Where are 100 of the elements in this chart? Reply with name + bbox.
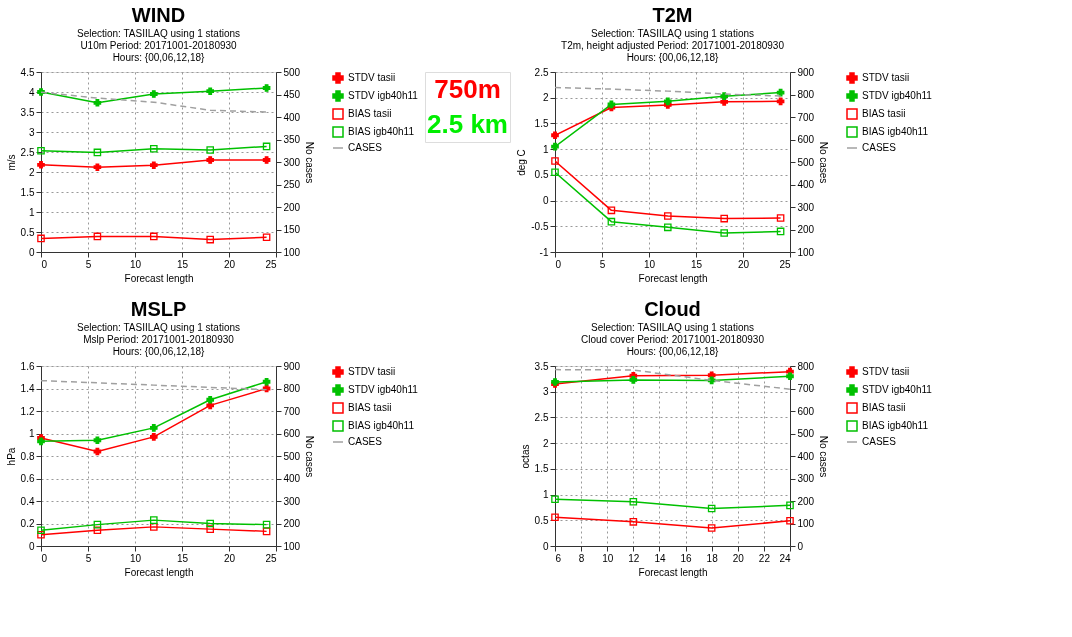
y-tick-label: 2.5 — [534, 66, 549, 78]
x-tick-label: 15 — [176, 258, 189, 270]
y2-tick-label: 700 — [797, 111, 815, 123]
x-tick-label: 15 — [690, 258, 703, 270]
legend-label: CASES — [348, 142, 383, 153]
legend-label: CASES — [862, 142, 897, 153]
legend-label: BIAS tasii — [862, 108, 906, 119]
y-axis-title: m/s — [5, 154, 17, 171]
y2-tick-label: 800 — [797, 360, 815, 372]
x-tick-label: 20 — [223, 552, 236, 564]
legend-label: STDV tasii — [862, 366, 910, 377]
y2-tick-label: 300 — [797, 201, 815, 213]
x-tick-label: 25 — [265, 258, 277, 270]
y-tick-label: 3 — [28, 126, 35, 138]
y-tick-label: 2 — [28, 166, 35, 178]
y-axis-title: octas — [519, 444, 531, 469]
legend-label: STDV igb40h11 — [348, 90, 419, 101]
y-axis-title: deg C — [516, 149, 528, 176]
x-axis-title: Forecast length — [124, 566, 194, 578]
y-tick-label: 0 — [28, 246, 35, 258]
x-tick-label: 20 — [223, 258, 236, 270]
legend-label: STDV tasii — [348, 366, 396, 377]
y2-tick-label: 700 — [797, 383, 815, 394]
y2-tick-label: 150 — [283, 224, 301, 235]
y2-tick-label: 900 — [797, 66, 815, 78]
x-axis-title: Forecast length — [638, 272, 708, 284]
x-tick-label: 5 — [599, 258, 606, 270]
y-tick-label: 3.5 — [534, 360, 549, 372]
text: 2.5 km — [427, 108, 508, 139]
legend-label: CASES — [348, 436, 383, 447]
y2-tick-label: 200 — [797, 495, 815, 507]
x-tick-label: 10 — [602, 552, 614, 564]
y2-tick-label: 100 — [797, 246, 815, 258]
text: 750m — [434, 73, 501, 104]
chart-subtitle: Selection: TASIILAQ using 1 stations Mslp Period: 20171001-20180930 Hours: {00,06,12,18} — [76, 322, 241, 357]
x-axis-title: Forecast length — [124, 272, 194, 284]
y2-tick-label: 250 — [283, 179, 301, 190]
y2-tick-label: 200 — [283, 518, 301, 529]
y-tick-label: 2 — [542, 437, 549, 449]
y-tick-label: 0.5 — [534, 514, 549, 526]
legend-label: STDV igb40h11 — [862, 90, 933, 101]
chart-subtitle: Selection: TASIILAQ using 1 stations Cloud cover Period: 20171001-20180930 Hours: {00,06,12,18} — [581, 322, 765, 357]
x-tick-label: 10 — [129, 258, 142, 270]
y2-axis-title: No cases — [304, 435, 316, 478]
x-tick-label: 16 — [680, 552, 693, 564]
y-tick-label: 0.8 — [20, 450, 35, 462]
y-tick-label: 3.5 — [20, 106, 35, 118]
chart-title: Cloud — [644, 298, 701, 320]
y-tick-label: 4.5 — [20, 66, 35, 78]
y-tick-label: 0.2 — [20, 518, 35, 529]
y-tick-label: -1 — [539, 246, 549, 258]
x-tick-label: 0 — [41, 552, 48, 564]
y-tick-label: 2.5 — [534, 411, 549, 423]
x-tick-label: 0 — [555, 258, 562, 270]
y-tick-label: 1 — [28, 206, 35, 218]
chart-subtitle: Selection: TASIILAQ using 1 stations U10m Period: 20171001-20180930 Hours: {00,06,12,18} — [76, 28, 241, 63]
y2-tick-label: 350 — [283, 134, 301, 145]
x-tick-label: 25 — [265, 552, 277, 564]
y-tick-label: 3 — [542, 386, 549, 398]
x-tick-label: 20 — [737, 258, 750, 270]
x-tick-label: 20 — [732, 552, 745, 564]
x-tick-label: 25 — [779, 258, 791, 270]
x-tick-label: 24 — [779, 552, 791, 564]
chart-title: T2M — [652, 4, 693, 26]
y2-axis-title: No cases — [818, 141, 830, 184]
y-tick-label: 4 — [28, 86, 35, 98]
y-tick-label: 0.6 — [20, 473, 35, 484]
y-tick-label: 0 — [542, 195, 549, 207]
y2-tick-label: 0 — [797, 540, 804, 552]
legend-label: STDV igb40h11 — [348, 384, 419, 395]
chart-subtitle: Selection: TASIILAQ using 1 stations T2m, height adjusted Period: 20171001-20180930 Hours: {00,06,12,18} — [561, 28, 785, 63]
y2-tick-label: 200 — [283, 201, 301, 213]
x-tick-label: 5 — [85, 258, 92, 270]
x-tick-label: 8 — [578, 552, 585, 564]
y2-tick-label: 600 — [797, 134, 815, 145]
y-tick-label: 0 — [28, 540, 35, 552]
y-tick-label: 1 — [542, 489, 549, 501]
y2-tick-label: 450 — [283, 89, 301, 100]
y2-tick-label: 500 — [283, 66, 301, 78]
y-tick-label: 2 — [542, 92, 549, 104]
y-tick-label: 1.5 — [534, 117, 549, 129]
y-tick-label: 2.5 — [20, 146, 35, 158]
y2-tick-label: 900 — [283, 360, 301, 372]
x-tick-label: 18 — [706, 552, 719, 564]
y2-tick-label: 600 — [283, 428, 301, 439]
x-tick-label: 14 — [654, 552, 666, 564]
y2-tick-label: 100 — [797, 518, 815, 529]
y-tick-label: 0 — [542, 540, 549, 552]
y-tick-label: 1 — [542, 143, 549, 155]
y2-tick-label: 400 — [283, 111, 301, 123]
legend-label: STDV igb40h11 — [862, 384, 933, 395]
y2-tick-label: 300 — [797, 473, 815, 484]
y2-tick-label: 300 — [283, 495, 301, 507]
y-tick-label: 0.4 — [20, 495, 35, 507]
y-tick-label: 1.4 — [20, 383, 35, 394]
legend-label: BIAS igb40h11 — [862, 420, 929, 431]
x-tick-label: 6 — [555, 552, 562, 564]
x-tick-label: 0 — [41, 258, 48, 270]
y2-axis-title: No cases — [304, 141, 316, 184]
y2-tick-label: 400 — [797, 179, 815, 190]
